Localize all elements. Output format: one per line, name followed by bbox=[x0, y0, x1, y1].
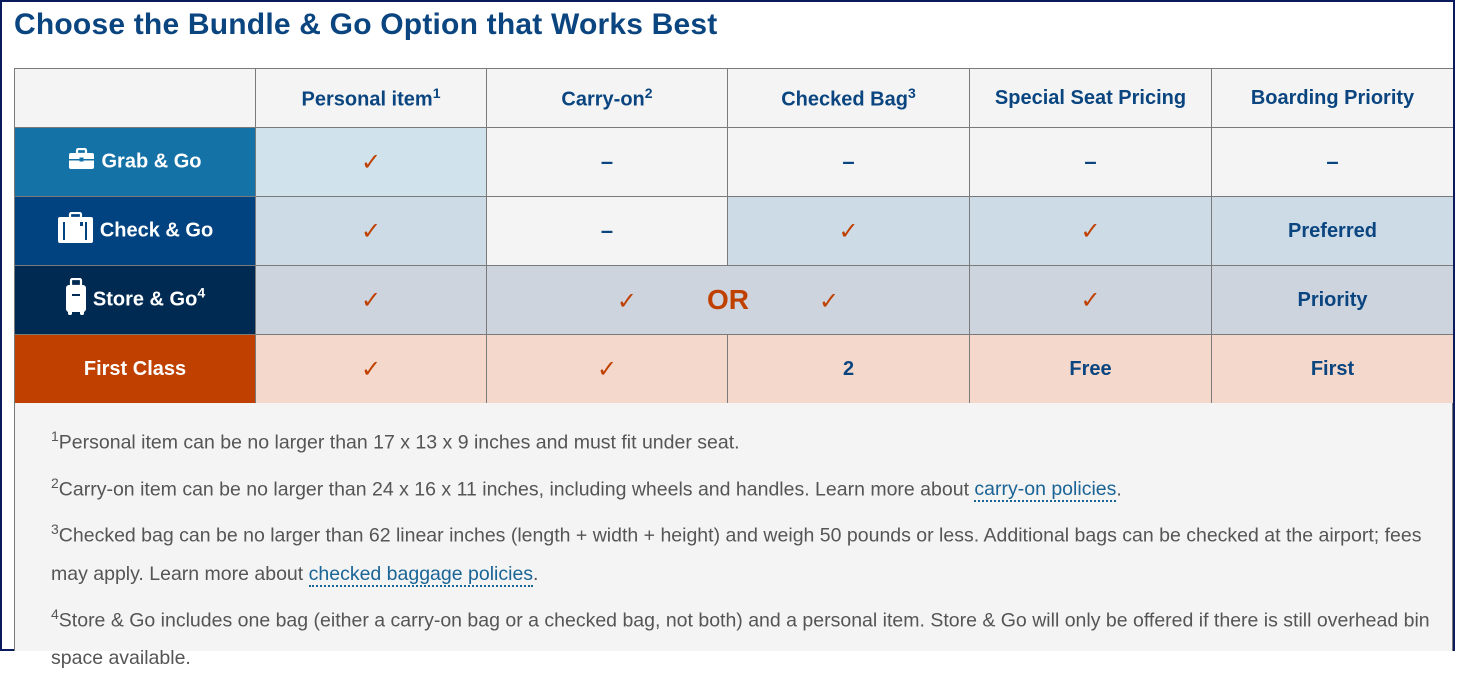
checked-baggage-policies-link[interactable]: checked baggage policies bbox=[309, 563, 533, 587]
cell-personal-item: ✓ bbox=[256, 128, 487, 197]
check-carry-on: ✓ bbox=[617, 288, 637, 315]
footnote-ref: 1 bbox=[433, 85, 441, 101]
footnote-1: 1Personal item can be no larger than 17 … bbox=[51, 417, 1432, 462]
cell-carry-on-or-checked: ✓ OR ✓ bbox=[487, 266, 970, 335]
footnote-2: 2Carry-on item can be no larger than 24 … bbox=[51, 464, 1432, 509]
cell-carry-on: – bbox=[487, 128, 728, 197]
cell-boarding-priority: First bbox=[1212, 335, 1454, 404]
page-title: Choose the Bundle & Go Option that Works… bbox=[14, 8, 717, 42]
footnote-text: Personal item can be no larger than 17 x… bbox=[59, 432, 740, 454]
row-store-and-go: Store & Go4 ✓ ✓ OR ✓ ✓ Priority bbox=[15, 266, 1454, 335]
col-header-carry-on: Carry-on2 bbox=[487, 69, 728, 128]
footnote-3: 3Checked bag can be no larger than 62 li… bbox=[51, 510, 1432, 593]
col-label: Boarding Priority bbox=[1251, 87, 1414, 109]
cell-carry-on: – bbox=[487, 197, 728, 266]
cell-checked-bag: ✓ bbox=[728, 197, 970, 266]
footnote-text: Checked bag can be no larger than 62 lin… bbox=[51, 525, 1421, 585]
cell-boarding-priority: Preferred bbox=[1212, 197, 1454, 266]
cell-personal-item: ✓ bbox=[256, 197, 487, 266]
cell-seat-pricing: ✓ bbox=[970, 197, 1212, 266]
row-grab-and-go: Grab & Go ✓ – – – – bbox=[15, 128, 1454, 197]
footnotes: 1Personal item can be no larger than 17 … bbox=[14, 403, 1453, 651]
cell-personal-item: ✓ bbox=[256, 335, 487, 404]
cell-boarding-priority: Priority bbox=[1212, 266, 1454, 335]
footnote-text: Store & Go includes one bag (either a ca… bbox=[51, 609, 1430, 669]
footnote-number: 3 bbox=[51, 521, 59, 537]
footnote-punct: . bbox=[1116, 478, 1121, 500]
col-label: Special Seat Pricing bbox=[995, 87, 1186, 109]
footnote-ref: 4 bbox=[197, 285, 205, 301]
briefcase-icon bbox=[68, 148, 95, 176]
carry-on-policies-link[interactable]: carry-on policies bbox=[974, 478, 1116, 502]
row-label-text: Store & Go bbox=[93, 288, 197, 310]
col-header-checked-bag: Checked Bag3 bbox=[728, 69, 970, 128]
col-label: Personal item bbox=[302, 88, 433, 110]
or-label: OR bbox=[707, 284, 749, 315]
footnote-number: 4 bbox=[51, 606, 59, 622]
corner-cell bbox=[15, 69, 256, 128]
rolling-luggage-icon bbox=[65, 278, 87, 322]
header-row: Personal item1 Carry-on2 Checked Bag3 Sp… bbox=[15, 69, 1454, 128]
footnote-number: 2 bbox=[51, 475, 59, 491]
bundle-comparison-table: Personal item1 Carry-on2 Checked Bag3 Sp… bbox=[14, 68, 1454, 404]
row-label-first-class: First Class bbox=[15, 335, 256, 404]
footnote-punct: . bbox=[533, 563, 538, 585]
row-label-text: Check & Go bbox=[100, 219, 213, 241]
scrollbar[interactable] bbox=[1453, 0, 1464, 651]
row-label-store-and-go: Store & Go4 bbox=[15, 266, 256, 335]
footnote-number: 1 bbox=[51, 428, 59, 444]
row-label-grab-and-go: Grab & Go bbox=[15, 128, 256, 197]
row-label-text: Grab & Go bbox=[101, 150, 201, 172]
row-label-check-and-go: Check & Go bbox=[15, 197, 256, 266]
check-checked-bag: ✓ bbox=[819, 288, 839, 315]
row-check-and-go: Check & Go ✓ – ✓ ✓ Preferred bbox=[15, 197, 1454, 266]
cell-checked-bag: – bbox=[728, 128, 970, 197]
suitcase-icon bbox=[57, 212, 94, 250]
row-first-class: First Class ✓ ✓ 2 Free First bbox=[15, 335, 1454, 404]
cell-personal-item: ✓ bbox=[256, 266, 487, 335]
footnote-ref: 3 bbox=[908, 85, 916, 101]
footnote-ref: 2 bbox=[645, 85, 653, 101]
cell-carry-on: ✓ bbox=[487, 335, 728, 404]
footnote-text: Carry-on item can be no larger than 24 x… bbox=[59, 478, 975, 500]
cell-seat-pricing: Free bbox=[970, 335, 1212, 404]
col-header-boarding-priority: Boarding Priority bbox=[1212, 69, 1454, 128]
col-header-personal-item: Personal item1 bbox=[256, 69, 487, 128]
cell-boarding-priority: – bbox=[1212, 128, 1454, 197]
cell-seat-pricing: ✓ bbox=[970, 266, 1212, 335]
cell-seat-pricing: – bbox=[970, 128, 1212, 197]
cell-checked-bag: 2 bbox=[728, 335, 970, 404]
col-label: Carry-on bbox=[561, 88, 644, 110]
footnote-4: 4Store & Go includes one bag (either a c… bbox=[51, 595, 1432, 677]
col-label: Checked Bag bbox=[781, 88, 908, 110]
col-header-seat-pricing: Special Seat Pricing bbox=[970, 69, 1212, 128]
